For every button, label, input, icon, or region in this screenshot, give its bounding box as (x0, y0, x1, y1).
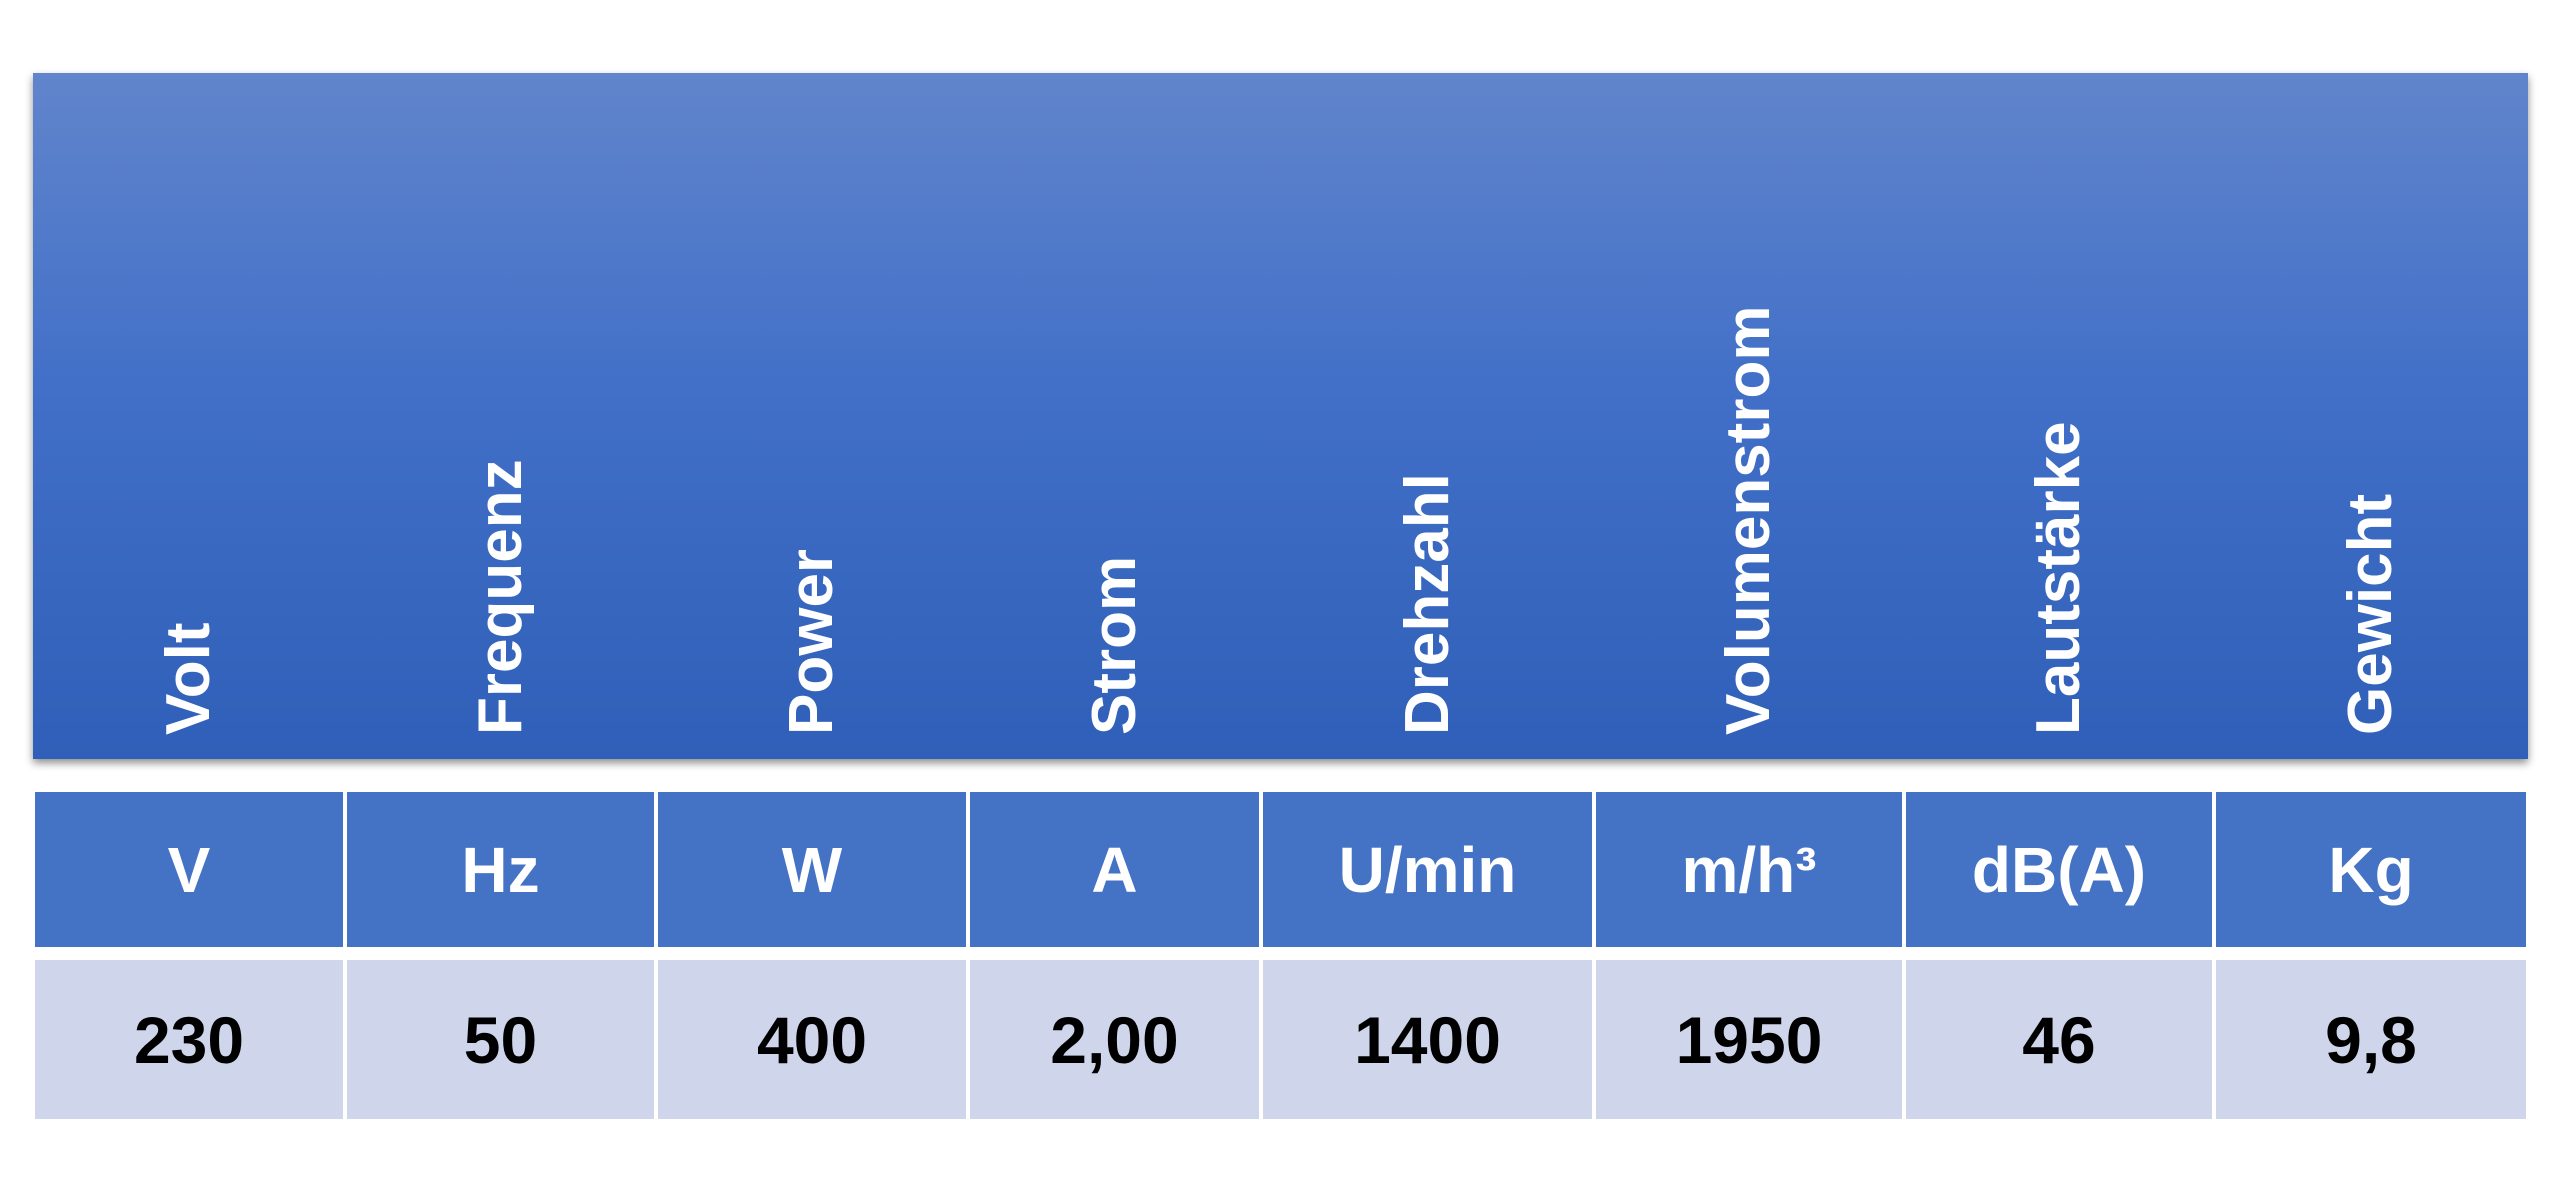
unit-cell: V (35, 792, 343, 947)
unit-cell: m/h³ (1596, 792, 1902, 947)
value-cell: 1950 (1596, 960, 1902, 1119)
header-cell: Volumenstrom (1594, 73, 1904, 759)
header-cell-text: Frequenz (465, 459, 535, 735)
header-cell: Drehzahl (1261, 73, 1594, 759)
unit-cell: Hz (347, 792, 654, 947)
header-cell: Volt (33, 73, 345, 759)
value-cell-text: 400 (756, 1002, 868, 1077)
unit-cell: Kg (2216, 792, 2526, 947)
value-cell: 1400 (1263, 960, 1592, 1119)
header-cell-text: Volt (154, 622, 223, 736)
value-cell: 50 (347, 960, 654, 1119)
header-cell: Frequenz (345, 73, 656, 759)
value-cell: 230 (35, 960, 343, 1119)
header-cell-text: Strom (1079, 555, 1149, 735)
unit-cell-text: V (167, 833, 211, 906)
unit-cell: U/min (1263, 792, 1592, 947)
value-cell-text: 50 (463, 1002, 538, 1077)
unit-cell-text: Hz (461, 833, 540, 906)
header-cell-text: Lautstärke (2024, 421, 2093, 735)
header-cell-text: Drehzahl (1392, 473, 1462, 735)
header-cell-text: Volumenstrom (1714, 305, 1783, 735)
header-band (33, 73, 2528, 759)
unit-cell-text: A (1091, 833, 1138, 906)
unit-cell: W (658, 792, 966, 947)
unit-cell-text: U/min (1338, 833, 1517, 906)
unit-cell-text: Kg (2328, 833, 2414, 906)
header-cell: Strom (968, 73, 1261, 759)
header-cell: Lautstärke (1904, 73, 2214, 759)
value-cell-text: 2,00 (1050, 1002, 1179, 1077)
value-cell-text: 230 (133, 1002, 245, 1077)
unit-cell: dB(A) (1906, 792, 2212, 947)
value-cell-text: 1400 (1354, 1002, 1501, 1077)
header-cell: Gewicht (2214, 73, 2528, 759)
unit-cell-text: W (781, 833, 843, 906)
header-cell-text: Gewicht (2336, 493, 2405, 735)
value-cell: 9,8 (2216, 960, 2526, 1119)
value-cell: 2,00 (970, 960, 1259, 1119)
header-cell-text: Power (777, 548, 846, 735)
header-cell: Power (656, 73, 968, 759)
value-cell-text: 1950 (1675, 1002, 1823, 1077)
unit-cell-text: dB(A) (1971, 833, 2147, 906)
value-cell-text: 9,8 (2325, 1002, 2417, 1077)
unit-cell: A (970, 792, 1259, 947)
value-cell: 46 (1906, 960, 2212, 1119)
value-cell: 400 (658, 960, 966, 1119)
value-cell-text: 46 (2022, 1002, 2096, 1077)
unit-cell-text: m/h³ (1681, 833, 1817, 906)
